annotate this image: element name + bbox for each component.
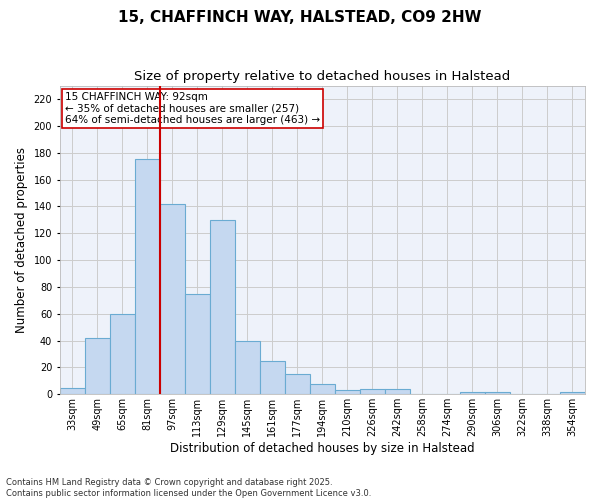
Bar (560, 392, 585, 394)
Text: 15, CHAFFINCH WAY, HALSTEAD, CO9 2HW: 15, CHAFFINCH WAY, HALSTEAD, CO9 2HW (118, 10, 482, 25)
Bar (460, 392, 485, 394)
Bar (285, 374, 310, 394)
Bar (160, 204, 185, 394)
Text: Contains HM Land Registry data © Crown copyright and database right 2025.
Contai: Contains HM Land Registry data © Crown c… (6, 478, 371, 498)
Bar (260, 360, 285, 394)
Bar (335, 390, 360, 394)
Bar (135, 160, 160, 394)
Text: 15 CHAFFINCH WAY: 92sqm
← 35% of detached houses are smaller (257)
64% of semi-d: 15 CHAFFINCH WAY: 92sqm ← 35% of detache… (65, 92, 320, 125)
Bar (235, 340, 260, 394)
Bar (60, 388, 85, 394)
Bar (385, 389, 410, 394)
Y-axis label: Number of detached properties: Number of detached properties (15, 147, 28, 333)
Bar (110, 314, 135, 394)
Bar (310, 384, 335, 394)
Title: Size of property relative to detached houses in Halstead: Size of property relative to detached ho… (134, 70, 511, 83)
Bar (185, 294, 210, 394)
Bar (85, 338, 110, 394)
Bar (210, 220, 235, 394)
Bar (360, 389, 385, 394)
X-axis label: Distribution of detached houses by size in Halstead: Distribution of detached houses by size … (170, 442, 475, 455)
Bar (485, 392, 510, 394)
